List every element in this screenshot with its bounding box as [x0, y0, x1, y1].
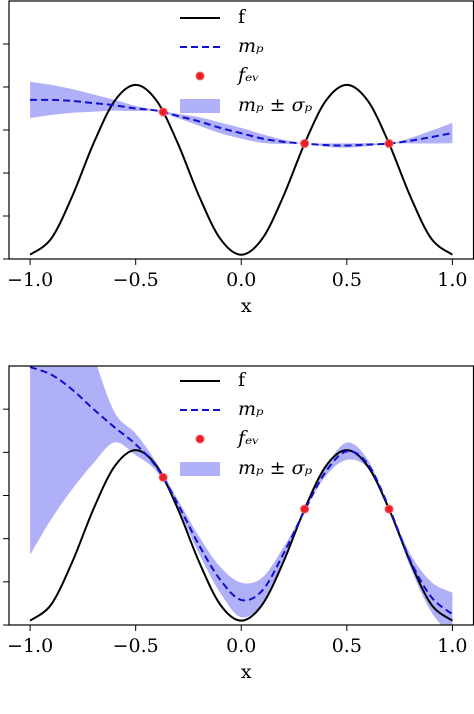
- x-tick-label: −0.5: [113, 269, 159, 291]
- eval-point: [158, 472, 168, 482]
- eval-point: [384, 139, 394, 149]
- function-line: [29, 83, 453, 256]
- legend-label: mₚ ± σₚ: [238, 94, 313, 116]
- x-tick-label: 0.5: [332, 635, 362, 657]
- subplot: −1.0 −0.5 0.0 0.5 1.0 x f mₚ fₑᵥ mₚ ± σₚ: [3, 0, 474, 317]
- function-line: [29, 449, 453, 622]
- uncertainty-band: [30, 366, 453, 625]
- x-tick-label: 0.0: [226, 635, 256, 657]
- legend-label: mₚ: [238, 398, 264, 420]
- mean-line: [29, 366, 454, 616]
- x-tick-label: 1.0: [437, 269, 467, 291]
- legend-swatch: [195, 434, 205, 444]
- legend-swatch: [195, 71, 205, 81]
- legend-label: fₑᵥ: [236, 64, 259, 86]
- uncertainty-band: [30, 81, 453, 148]
- legend-label: fₑᵥ: [236, 427, 259, 449]
- plot-area: [29, 366, 454, 625]
- legend-swatch: [180, 462, 220, 476]
- x-axis-label: x: [241, 661, 252, 683]
- mean-line: [30, 98, 453, 147]
- eval-point: [384, 504, 394, 514]
- x-tick-label: −0.5: [113, 635, 159, 657]
- x-tick-label: 1.0: [437, 635, 467, 657]
- x-tick-label: 0.0: [226, 269, 256, 291]
- plot-area: [29, 81, 453, 256]
- eval-point: [300, 504, 310, 514]
- legend-label: mₚ ± σₚ: [238, 457, 313, 479]
- legend-label: mₚ: [238, 35, 264, 57]
- x-axis-label: x: [241, 295, 252, 317]
- x-tick-label: −1.0: [7, 269, 53, 291]
- subplot: −1.0 −0.5 0.0 0.5 1.0 x f mₚ fₑᵥ mₚ ± σₚ: [3, 365, 474, 683]
- legend-swatch: [180, 99, 220, 113]
- x-tick-label: −1.0: [7, 635, 53, 657]
- legend-label: f: [238, 6, 247, 28]
- eval-point: [158, 107, 168, 117]
- eval-point: [300, 139, 310, 149]
- x-tick-label: 0.5: [332, 269, 362, 291]
- legend-label: f: [238, 369, 247, 391]
